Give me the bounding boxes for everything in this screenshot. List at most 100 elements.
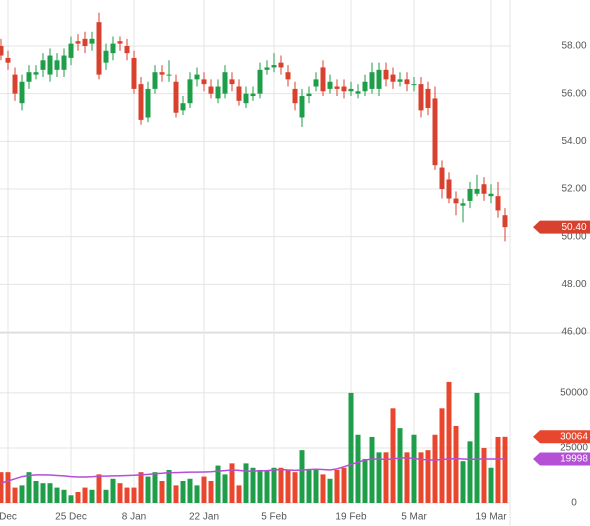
candle-body: [12, 74, 18, 94]
candle-body: [75, 41, 81, 44]
volume-bar: [495, 436, 501, 503]
volume-bar: [103, 489, 109, 503]
volume-bar: [236, 485, 242, 503]
y-tick-label: 52.00: [561, 184, 586, 195]
candle-body: [334, 86, 340, 89]
candle-body: [19, 81, 25, 104]
y-tick-label: 50000: [560, 388, 588, 399]
x-tick-label: 8 Jan: [122, 512, 146, 523]
candle-body: [362, 81, 368, 92]
y-tick-label: 0: [571, 498, 577, 509]
candle-body: [222, 72, 228, 94]
volume-bar: [194, 485, 200, 503]
volume-bar: [26, 472, 32, 503]
candle-body: [117, 41, 123, 44]
candle-body: [166, 74, 172, 76]
volume-bar: [460, 461, 466, 503]
candle-body: [271, 65, 277, 68]
volume-bar: [89, 489, 95, 503]
volume-bar: [404, 452, 410, 503]
candle-body: [278, 62, 284, 68]
candle-body: [201, 79, 207, 85]
volume-bar: [418, 452, 424, 503]
volume-bar: [264, 469, 270, 503]
candle-body: [159, 72, 165, 75]
candle-body: [488, 193, 494, 197]
volume-bar: [285, 469, 291, 503]
candle-body: [124, 45, 130, 54]
candle-body: [61, 55, 67, 70]
candle-body: [33, 72, 39, 75]
y-tick-label: 48.00: [561, 279, 586, 290]
candle-body: [460, 203, 466, 206]
candle-body: [264, 67, 270, 70]
volume-bar: [145, 476, 151, 503]
volume-bar: [117, 483, 123, 503]
volume-bar: [334, 469, 340, 503]
volume-bar: [208, 480, 214, 503]
candle-body: [369, 72, 375, 89]
candle-body: [313, 79, 319, 87]
volume-bar: [96, 474, 102, 503]
candle-body: [54, 60, 60, 70]
last-volume-label: 30064: [560, 431, 588, 442]
candle-body: [502, 215, 508, 228]
volume-bar: [166, 469, 172, 503]
candle-body: [96, 22, 102, 75]
volume-bar: [488, 467, 494, 503]
volume-bar: [327, 478, 333, 503]
x-tick-label: 5 Feb: [261, 512, 287, 523]
candle-body: [187, 79, 193, 104]
candle-body: [110, 43, 116, 54]
y-tick-label: 54.00: [561, 136, 586, 147]
candle-body: [68, 43, 74, 58]
volume-bar: [474, 392, 480, 503]
last-ma-badge: [533, 452, 590, 466]
candle-body: [47, 55, 53, 75]
volume-bar: [138, 472, 144, 503]
volume-bar: [54, 487, 60, 503]
candle-body: [425, 88, 431, 108]
y-tick-label: 46.00: [561, 327, 586, 338]
candle-body: [257, 69, 263, 94]
volume-bar: [152, 472, 158, 503]
candle-body: [341, 86, 347, 92]
volume-bar: [453, 425, 459, 503]
volume-bar: [124, 487, 130, 503]
x-tick-label: 19 Feb: [335, 512, 367, 523]
x-tick-label: 19 Mar: [475, 512, 507, 523]
volume-bar: [306, 469, 312, 503]
candle-body: [194, 74, 200, 80]
volume-bar: [215, 465, 221, 503]
candle-body: [467, 188, 473, 201]
candle-body: [299, 96, 305, 118]
volume-bar: [467, 441, 473, 503]
candle-body: [411, 84, 417, 86]
volume-bar: [278, 467, 284, 503]
x-tick-label: 22 Jan: [189, 512, 219, 523]
volume-bar: [173, 485, 179, 503]
last-price-badge: [533, 220, 590, 234]
volume-bar: [439, 408, 445, 503]
volume-bar: [271, 467, 277, 503]
candle-body: [89, 38, 95, 44]
candle-body: [327, 81, 333, 89]
volume-bar: [0, 472, 4, 503]
volume-bar: [33, 480, 39, 503]
candle-body: [40, 60, 46, 70]
candle-body: [390, 74, 396, 82]
y-tick-label: 50.00: [561, 231, 586, 242]
candle-body: [5, 57, 11, 63]
candle-body: [103, 50, 109, 63]
volume-bar: [47, 483, 53, 503]
candle-body: [418, 84, 424, 111]
candle-body: [180, 103, 186, 111]
volume-bar: [299, 450, 305, 503]
volume-bar: [320, 474, 326, 503]
volume-bar: [222, 474, 228, 503]
candle-body: [348, 88, 354, 92]
y-tick-label: 58.00: [561, 41, 586, 52]
volume-bar: [75, 491, 81, 503]
volume-bar: [40, 483, 46, 503]
